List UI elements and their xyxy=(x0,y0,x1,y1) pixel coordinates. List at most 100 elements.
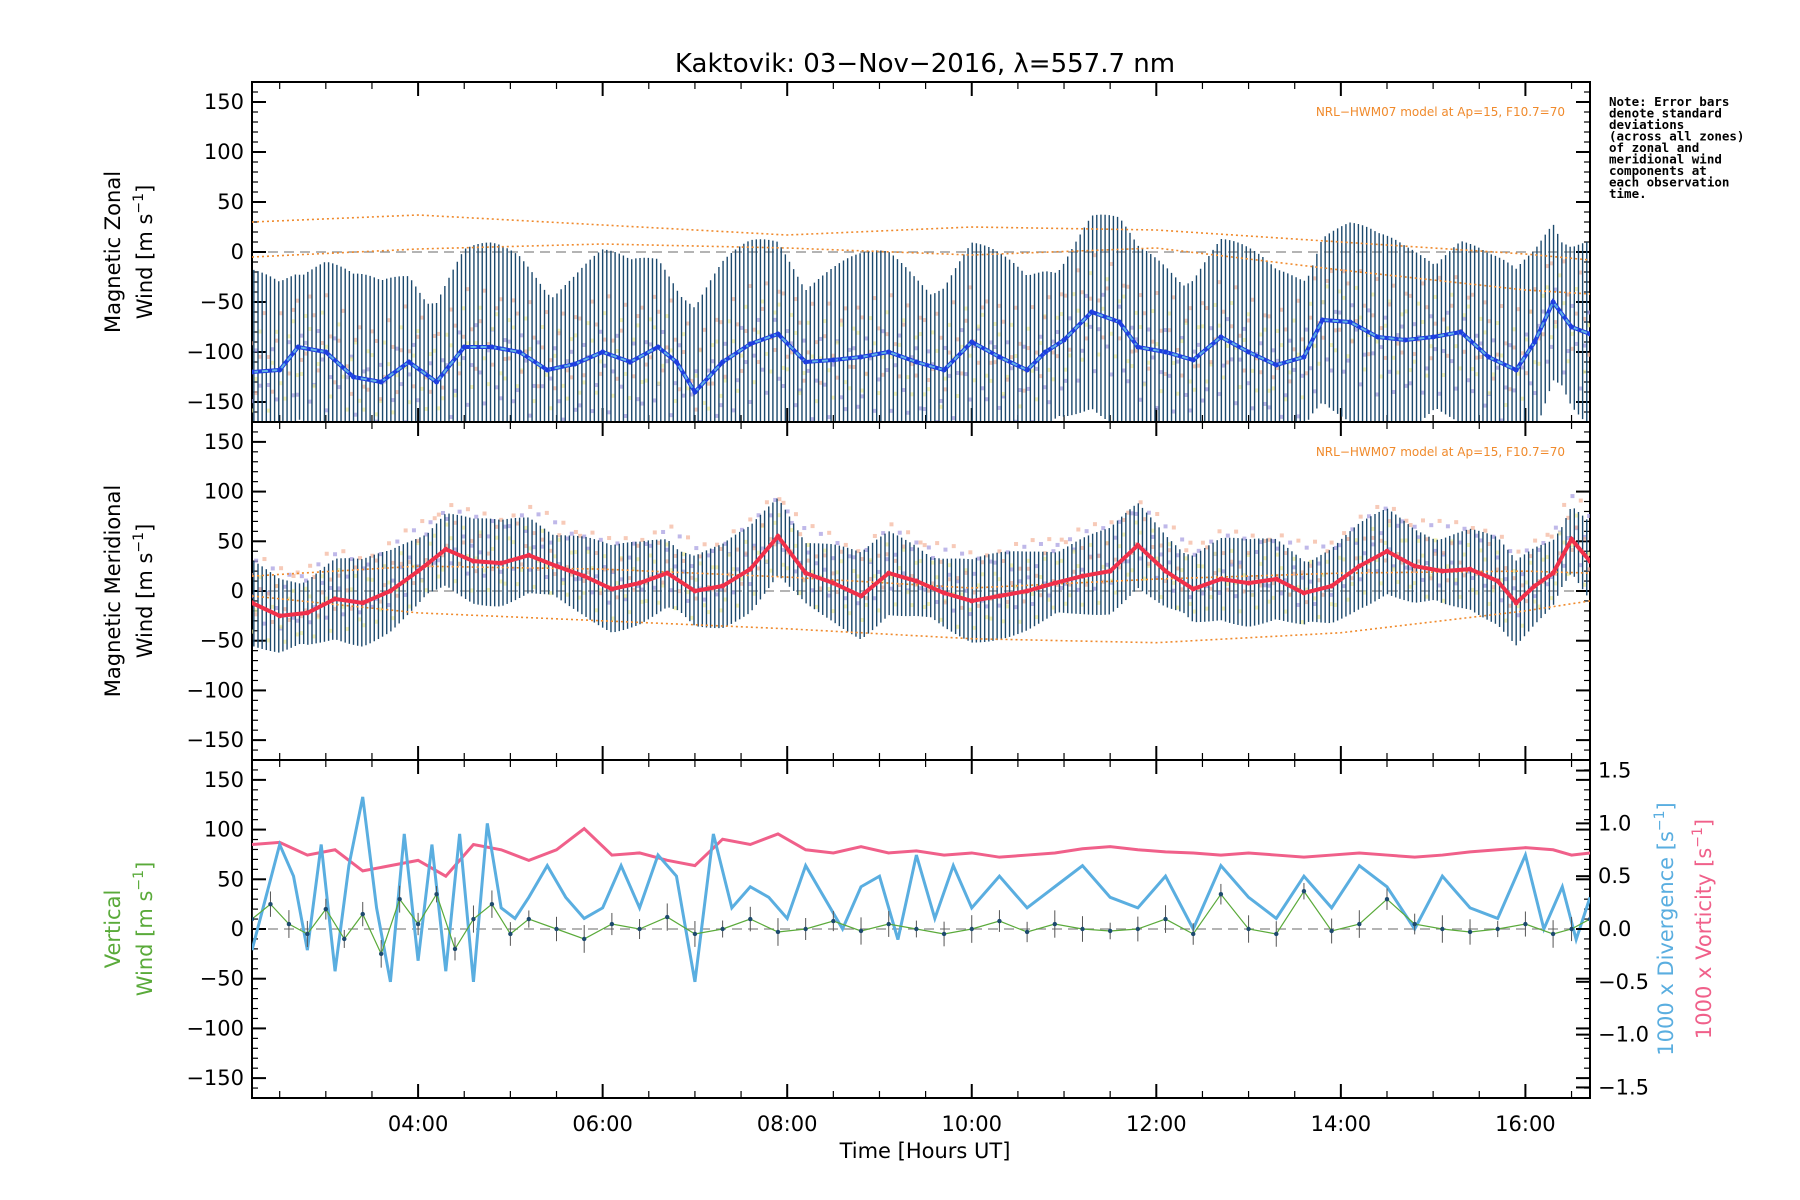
scatter-point xyxy=(939,398,944,403)
scatter-point xyxy=(1221,569,1226,574)
scatter-point xyxy=(1200,591,1205,596)
mean-point xyxy=(664,570,670,576)
scatter-point xyxy=(764,390,769,395)
divergence-line xyxy=(252,796,1590,983)
scatter-point xyxy=(681,393,686,398)
scatter-point xyxy=(1254,575,1259,580)
mean-point xyxy=(443,546,449,552)
scatter-point xyxy=(735,567,740,572)
scatter-point xyxy=(1084,322,1089,327)
scatter-point xyxy=(1296,352,1301,357)
scatter-point xyxy=(872,596,877,601)
scatter-point xyxy=(818,336,823,341)
scatter-point xyxy=(906,410,911,415)
scatter-point xyxy=(968,612,973,617)
scatter-point xyxy=(1296,298,1301,303)
scatter-point xyxy=(926,349,931,354)
scatter-point xyxy=(997,405,1002,410)
vertical-wind-point xyxy=(360,911,365,917)
scatter-point xyxy=(424,558,429,563)
scatter-point xyxy=(644,541,649,546)
scatter-point xyxy=(1412,359,1417,364)
scatter-point xyxy=(1408,522,1413,527)
y-tick-label: 150 xyxy=(204,768,244,792)
scatter-point xyxy=(1499,534,1504,539)
scatter-point xyxy=(1358,555,1363,560)
vertical-wind-point xyxy=(775,929,781,935)
scatter-point xyxy=(980,386,985,391)
scatter-point xyxy=(1342,269,1347,274)
scatter-point xyxy=(582,373,587,378)
mean-point xyxy=(1532,339,1538,345)
scatter-point xyxy=(1038,334,1043,339)
scatter-point xyxy=(486,382,491,387)
mean-point xyxy=(1458,329,1464,335)
mean-point xyxy=(858,354,864,360)
vertical-wind-point xyxy=(803,926,808,932)
scatter-point xyxy=(1122,559,1127,564)
scatter-point xyxy=(1300,570,1305,575)
scatter-point xyxy=(1587,551,1590,556)
mean-point xyxy=(252,600,255,606)
mean-point xyxy=(747,341,753,347)
scatter-point xyxy=(744,551,749,556)
scatter-point xyxy=(1105,344,1110,349)
scatter-point xyxy=(1171,360,1176,365)
scatter-point xyxy=(1279,307,1284,312)
scatter-point xyxy=(972,378,977,383)
scatter-point xyxy=(1537,547,1542,552)
scatter-point xyxy=(1209,362,1214,367)
scatter-point xyxy=(1151,545,1156,550)
scatter-point xyxy=(640,599,645,604)
mean-point xyxy=(461,344,467,350)
scatter-point xyxy=(1117,544,1122,549)
mean-point xyxy=(1061,337,1067,343)
scatter-point xyxy=(1308,315,1313,320)
scatter-point xyxy=(1562,370,1567,375)
scatter-point xyxy=(1117,299,1122,304)
scatter-point xyxy=(893,391,898,396)
y-tick-label: −100 xyxy=(186,678,244,702)
scatter-point xyxy=(324,596,329,601)
scatter-point xyxy=(930,581,935,586)
scatter-point xyxy=(461,306,466,311)
scatter-point xyxy=(1163,328,1168,333)
scatter-point xyxy=(960,592,965,597)
scatter-point xyxy=(723,541,728,546)
scatter-point xyxy=(814,378,819,383)
mean-point xyxy=(1513,367,1519,373)
mean-point xyxy=(775,331,781,337)
scatter-point xyxy=(441,358,446,363)
scatter-point xyxy=(980,560,985,565)
scatter-point xyxy=(453,393,458,398)
scatter-point xyxy=(632,337,637,342)
scatter-point xyxy=(266,382,271,387)
scatter-point xyxy=(1130,349,1135,354)
scatter-point xyxy=(773,542,778,547)
scatter-point xyxy=(710,343,715,348)
scatter-point xyxy=(1574,341,1579,346)
scatter-point xyxy=(341,423,345,427)
scatter-point xyxy=(283,607,288,612)
scatter-point xyxy=(437,422,441,426)
scatter-point xyxy=(303,351,308,356)
scatter-point xyxy=(1354,556,1359,561)
scatter-point xyxy=(989,559,994,564)
mean-point xyxy=(1412,563,1418,569)
scatter-point xyxy=(1379,538,1384,543)
scatter-point xyxy=(1578,563,1583,568)
scatter-point xyxy=(324,551,329,556)
scatter-point xyxy=(1313,389,1318,394)
scatter-point xyxy=(395,539,400,544)
scatter-point xyxy=(1225,533,1230,538)
scatter-point xyxy=(557,331,562,336)
scatter-point xyxy=(989,340,994,345)
mean-point xyxy=(387,588,393,594)
vertical-wind-point xyxy=(1587,916,1590,922)
scatter-point xyxy=(1084,336,1089,341)
scatter-point xyxy=(1528,381,1533,386)
scatter-point xyxy=(681,332,686,337)
scatter-point xyxy=(299,574,304,579)
scatter-point xyxy=(1275,366,1280,371)
scatter-point xyxy=(1466,304,1471,309)
